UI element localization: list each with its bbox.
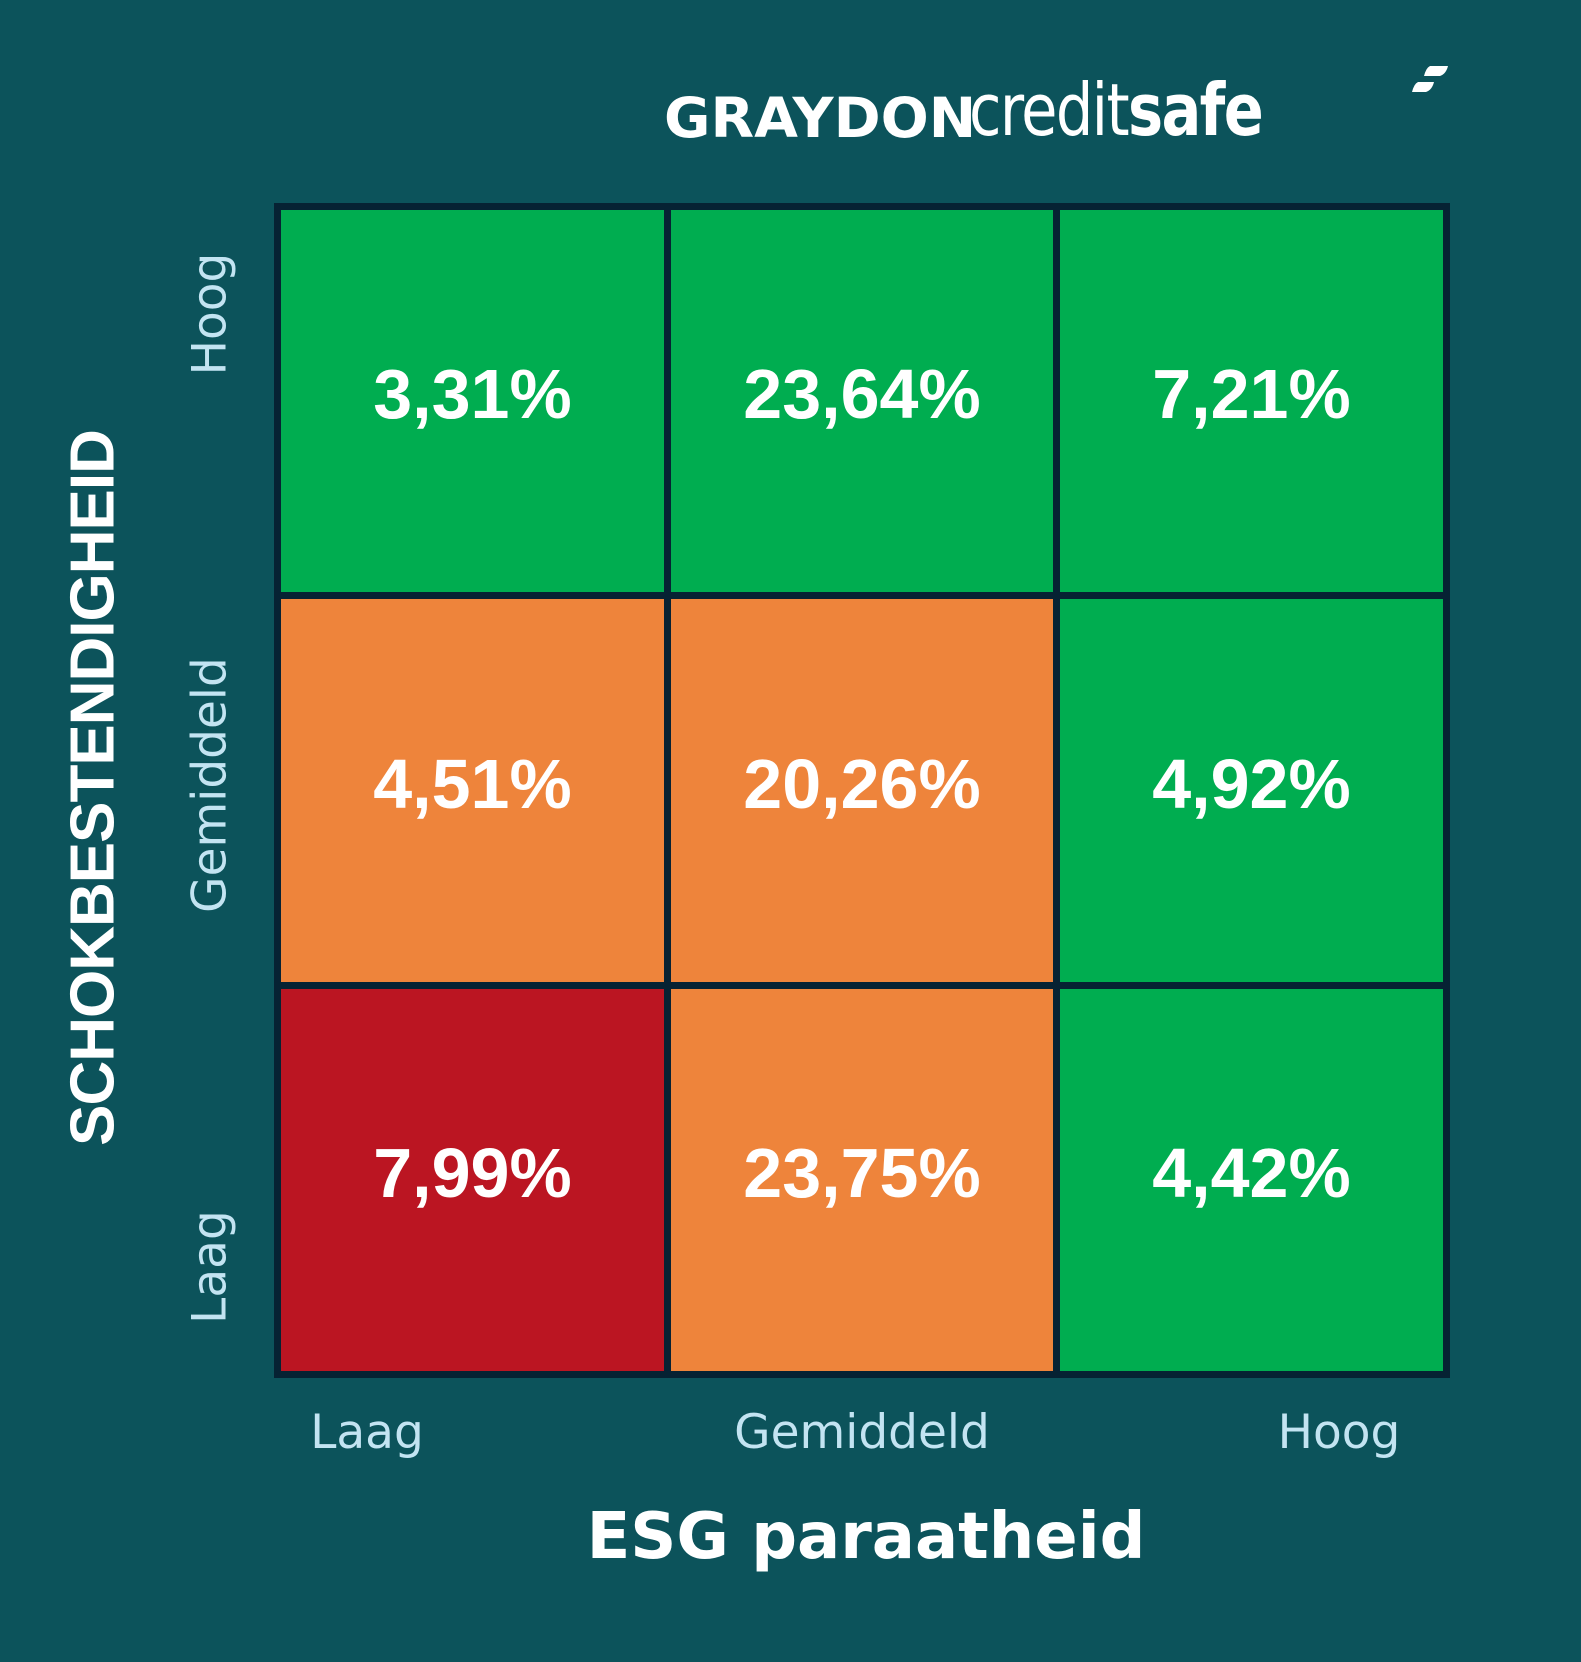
cell-gemiddeld-hoog: 4,92% [1060, 599, 1443, 982]
y-tick-gemiddeld: Gemiddeld [182, 657, 238, 913]
cell-laag-laag: 7,99% [281, 989, 664, 1371]
cell-hoog-hoog: 7,21% [1060, 210, 1443, 592]
y-tick-hoog: Hoog [182, 252, 238, 376]
x-tick-gemiddeld: Gemiddeld [734, 1405, 990, 1460]
y-axis-title: SCHOKBESTENDIGHEID [58, 430, 128, 1146]
y-tick-laag: Laag [182, 1210, 238, 1324]
cell-hoog-laag: 3,31% [281, 210, 664, 592]
cell-gemiddeld-gemiddeld: 20,26% [671, 599, 1053, 982]
x-tick-hoog: Hoog [1277, 1405, 1401, 1460]
leaf-icon [1412, 66, 1448, 92]
logo-creditsafe-text: creditsafe [969, 74, 1264, 146]
cell-laag-hoog: 4,42% [1060, 989, 1443, 1371]
logo-graydon-text: GRAYDON [664, 86, 977, 150]
logo-credit-text: credit [969, 68, 1130, 152]
cell-laag-gemiddeld: 23,75% [671, 989, 1053, 1371]
heatmap-grid: 3,31% 23,64% 7,21% 4,51% 20,26% 4,92% 7,… [274, 203, 1450, 1378]
graydon-creditsafe-logo: GRAYDON creditsafe [664, 66, 1448, 150]
x-tick-laag: Laag [310, 1405, 424, 1460]
logo-safe-text: safe [1128, 68, 1264, 152]
cell-gemiddeld-laag: 4,51% [281, 599, 664, 982]
x-axis-title: ESG paraatheid [586, 1500, 1146, 1574]
cell-hoog-gemiddeld: 23,64% [671, 210, 1053, 592]
